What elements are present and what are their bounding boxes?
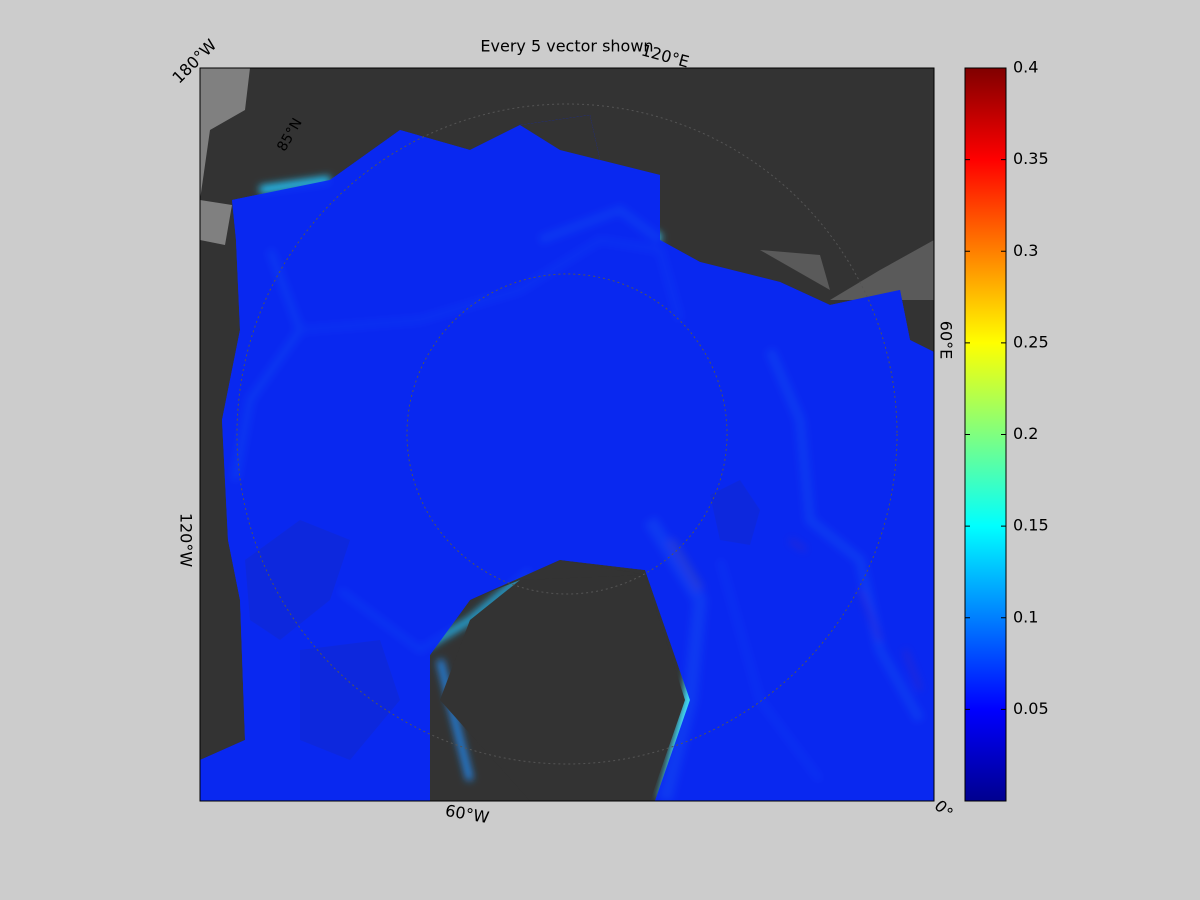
colorbar bbox=[964, 67, 1007, 802]
land-gray bbox=[200, 68, 250, 245]
map-label: 60°W bbox=[444, 801, 491, 827]
map-label: 60°E bbox=[937, 321, 956, 359]
colorbar-tick-label: 0.2 bbox=[1013, 424, 1038, 443]
graticule bbox=[236, 103, 898, 765]
map-label: 0° bbox=[931, 796, 957, 822]
colorbar-tick-label: 0.05 bbox=[1013, 699, 1049, 718]
graticule bbox=[406, 273, 728, 595]
colorbar-tick-label: 0.3 bbox=[1013, 241, 1038, 260]
colorbar-tick-label: 0.15 bbox=[1013, 516, 1049, 535]
colorbar-tick-label: 0.4 bbox=[1013, 58, 1038, 77]
colorbar-tick-label: 0.35 bbox=[1013, 149, 1049, 168]
colorbar-tick-label: 0.25 bbox=[1013, 332, 1049, 351]
land-gray bbox=[760, 240, 934, 300]
map-label: 120°W bbox=[177, 513, 196, 568]
map bbox=[200, 68, 934, 801]
map-label: 120°E bbox=[639, 41, 691, 72]
greenland bbox=[440, 565, 685, 801]
colorbar-tick-label: 0.1 bbox=[1013, 607, 1038, 626]
map-frame bbox=[199, 67, 935, 802]
title: Every 5 vector shown bbox=[480, 37, 653, 56]
